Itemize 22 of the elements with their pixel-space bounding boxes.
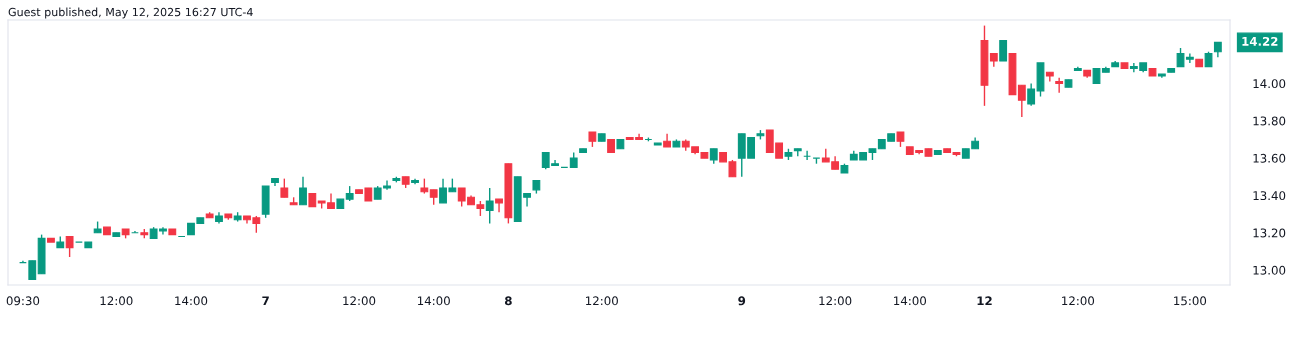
x-tick-label: 12 bbox=[977, 296, 992, 306]
x-tick-label: 7 bbox=[262, 296, 269, 306]
y-tick-label: 14.00 bbox=[1253, 79, 1286, 89]
y-tick-label: 13.20 bbox=[1253, 228, 1286, 238]
x-tick-label: 14:00 bbox=[175, 296, 208, 306]
x-tick-label: 12:00 bbox=[819, 296, 852, 306]
x-tick-label: 14:00 bbox=[894, 296, 927, 306]
x-tick-label: 12:00 bbox=[100, 296, 133, 306]
y-tick-label: 13.40 bbox=[1253, 191, 1286, 201]
x-tick-label: 8 bbox=[504, 296, 512, 306]
x-tick-label: 15:00 bbox=[1174, 296, 1207, 306]
x-tick-label: 09:30 bbox=[6, 296, 40, 306]
x-tick-label: 12:00 bbox=[1062, 296, 1095, 306]
x-tick-label: 12:00 bbox=[343, 296, 376, 306]
y-tick-label: 13.00 bbox=[1253, 265, 1286, 275]
y-tick-label: 13.80 bbox=[1253, 116, 1286, 126]
x-tick-label: 12:00 bbox=[586, 296, 618, 306]
x-tick-label: 9 bbox=[738, 296, 746, 306]
y-tick-label: 13.60 bbox=[1253, 153, 1286, 163]
x-tick-label: 14:00 bbox=[417, 296, 450, 306]
text: Guest published, May 12, 2025 16:27 UTC-4 bbox=[8, 7, 253, 19]
text: 14.22 bbox=[1242, 36, 1278, 46]
